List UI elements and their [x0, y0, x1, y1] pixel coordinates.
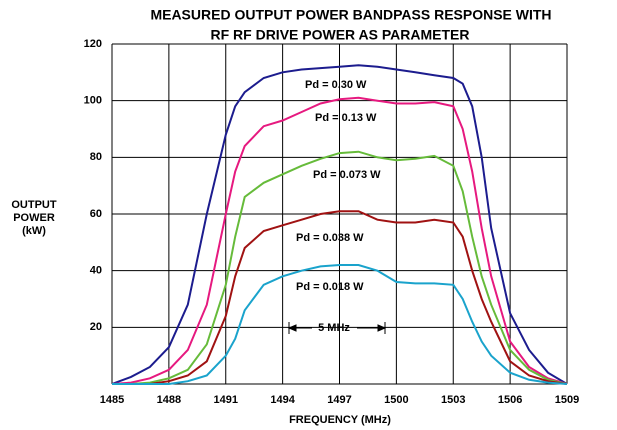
- y-tick-label: 60: [90, 208, 102, 220]
- x-tick-label: 1485: [100, 394, 124, 406]
- series-line: [111, 96, 568, 385]
- y-axis-label: (kW): [22, 225, 46, 237]
- y-tick-label: 40: [90, 265, 102, 277]
- annotation: 5 MHz: [318, 322, 350, 334]
- series-line: [111, 64, 568, 385]
- chart-subtitle: RF RF DRIVE POWER AS PARAMETER: [210, 27, 469, 43]
- y-tick-label: 20: [90, 321, 102, 333]
- x-tick-label: 1491: [214, 394, 238, 406]
- span-arrow: [287, 322, 387, 334]
- y-tick-label: 80: [90, 151, 102, 163]
- series-line: [112, 150, 568, 385]
- x-tick-label: 1494: [270, 394, 295, 406]
- x-tick-label: 1500: [384, 394, 408, 406]
- y-axis-label: OUTPUT: [11, 199, 57, 211]
- y-axis-label: POWER: [13, 212, 55, 224]
- x-tick-label: 1503: [441, 394, 465, 406]
- x-tick-label: 1506: [498, 394, 522, 406]
- chart-title: MEASURED OUTPUT POWER BANDPASS RESPONSE …: [150, 7, 551, 23]
- series-label: Pd = 0.038 W: [296, 232, 364, 244]
- series-label: Pd = 0.018 W: [296, 281, 364, 293]
- series-line: [112, 210, 568, 385]
- x-axis-label: FREQUENCY (MHz): [289, 414, 391, 426]
- x-tick-label: 1509: [555, 394, 579, 406]
- x-tick-label: 1488: [157, 394, 181, 406]
- y-tick-label: 120: [84, 38, 102, 50]
- series-line: [112, 264, 568, 385]
- series-label: Pd = 0.13 W: [315, 112, 377, 124]
- series-label: Pd = 0.30 W: [305, 79, 367, 91]
- series-label: Pd = 0.073 W: [313, 169, 381, 181]
- y-tick-label: 100: [84, 95, 102, 107]
- x-tick-label: 1497: [327, 394, 351, 406]
